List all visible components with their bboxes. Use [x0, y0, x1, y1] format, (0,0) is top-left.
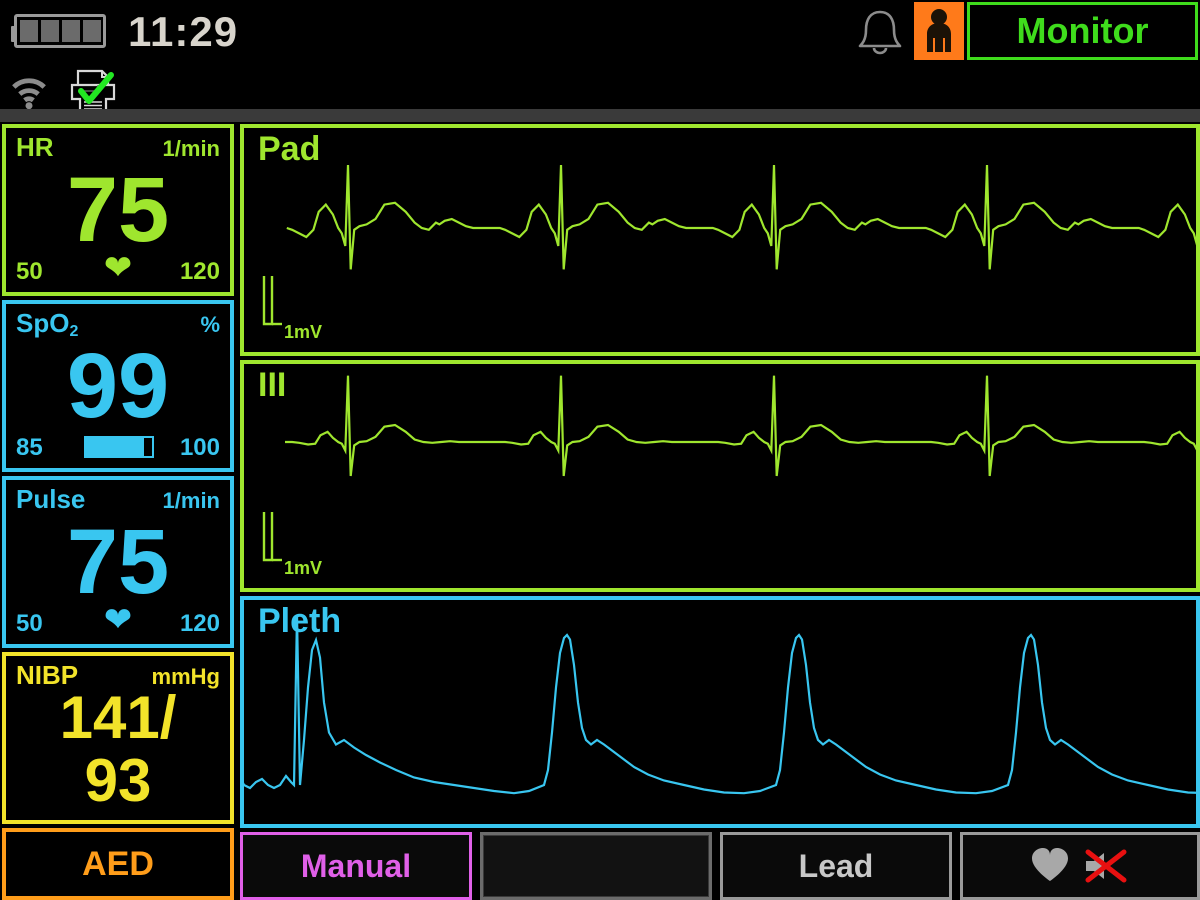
svg-text:1mV: 1mV	[284, 322, 322, 342]
svg-text:1mV: 1mV	[284, 558, 322, 578]
